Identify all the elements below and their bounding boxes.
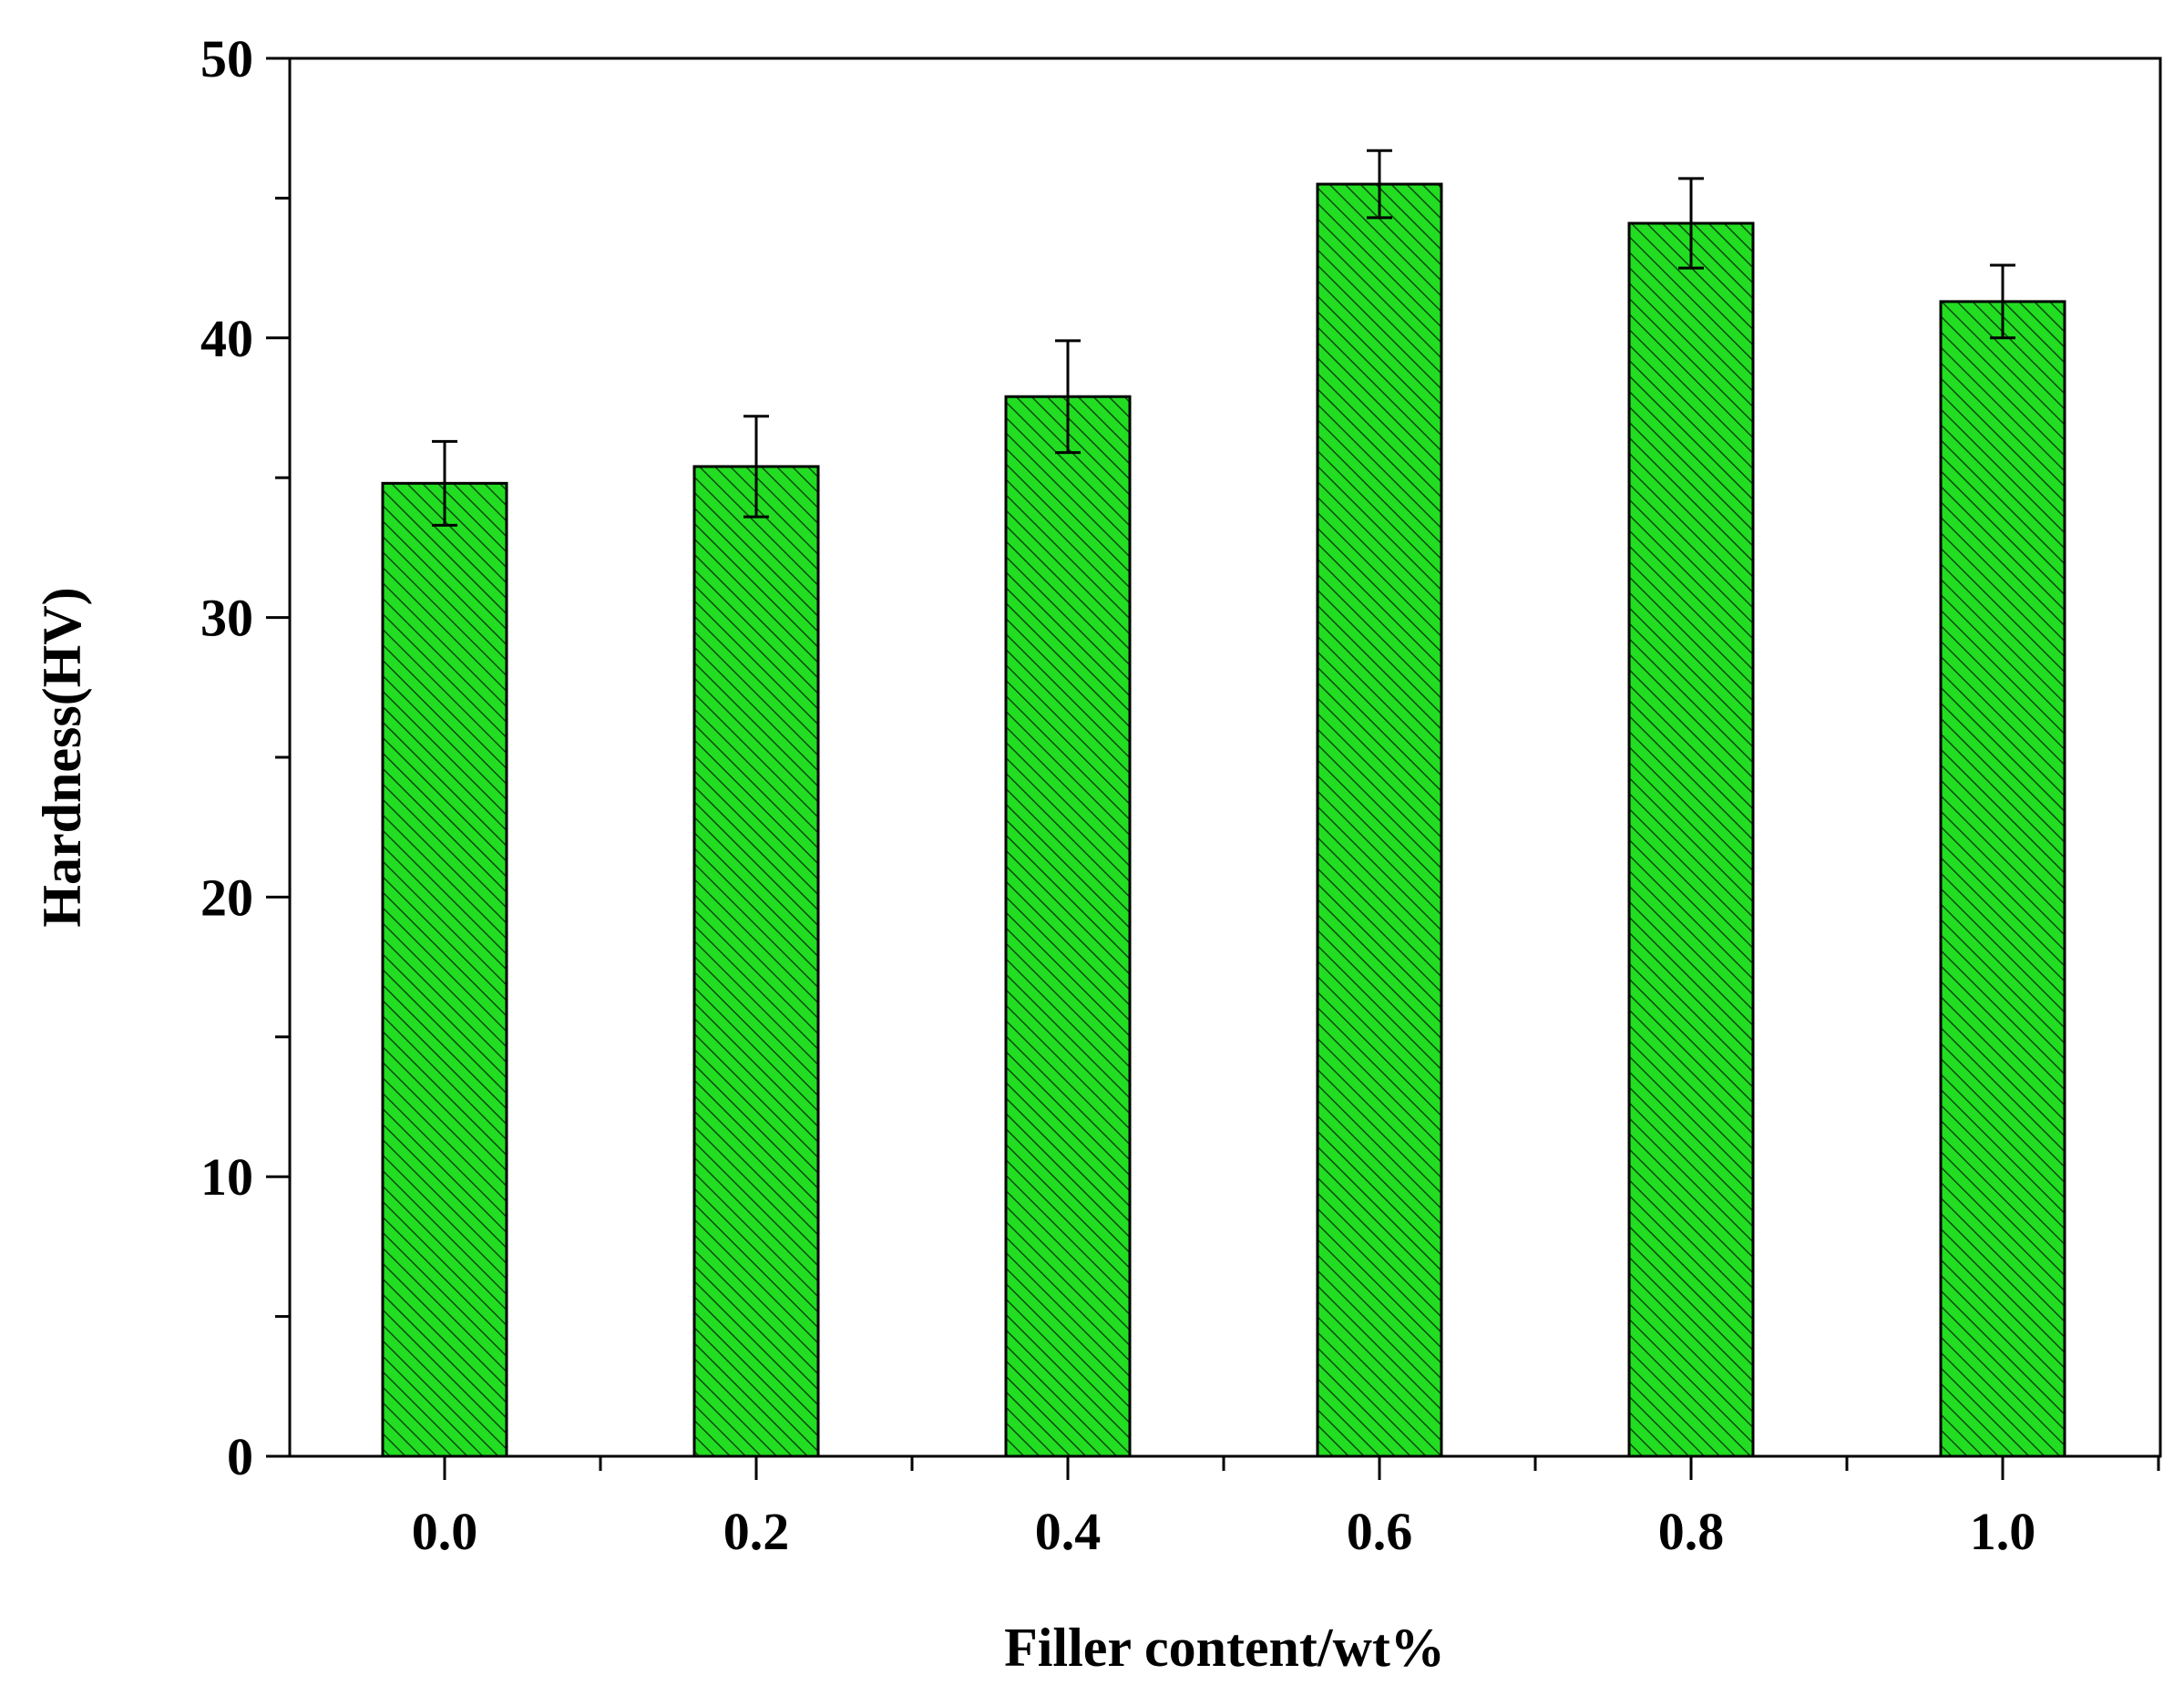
- y-tick-label: 50: [200, 29, 253, 88]
- bar-1.0: [1939, 300, 2066, 1458]
- x-tick-label: 0.8: [1658, 1502, 1725, 1561]
- x-tick-label: 0.6: [1347, 1502, 1413, 1561]
- bar-0.0: [381, 481, 508, 1458]
- y-tick-label: 30: [200, 589, 253, 648]
- bar-0.2: [692, 465, 820, 1458]
- x-tick-label: 0.4: [1035, 1502, 1102, 1561]
- x-tick-label: 0.0: [412, 1502, 478, 1561]
- error-bars-layer: [432, 149, 2015, 527]
- bar-0.6: [1316, 182, 1443, 1458]
- bar-0.8: [1627, 221, 1755, 1458]
- plot-frame: [288, 57, 2162, 1458]
- y-axis-title: Hardness(HV): [32, 587, 92, 927]
- x-tick-label: 0.2: [723, 1502, 790, 1561]
- x-axis-title: Filler content/wt%: [1004, 1618, 1445, 1678]
- y-tick-label: 0: [227, 1427, 253, 1486]
- y-axis: 0 10 20 30 40 50: [200, 29, 290, 1486]
- y-tick-label: 20: [200, 868, 253, 927]
- bar-0.4: [1004, 395, 1132, 1458]
- x-tick-label: 1.0: [1970, 1502, 2036, 1561]
- y-tick-label: 40: [200, 309, 253, 368]
- bars-layer: [381, 182, 2066, 1458]
- y-tick-label: 10: [200, 1147, 253, 1207]
- x-axis: 0.0 0.2 0.4 0.6 0.8 1.0: [412, 1456, 2160, 1561]
